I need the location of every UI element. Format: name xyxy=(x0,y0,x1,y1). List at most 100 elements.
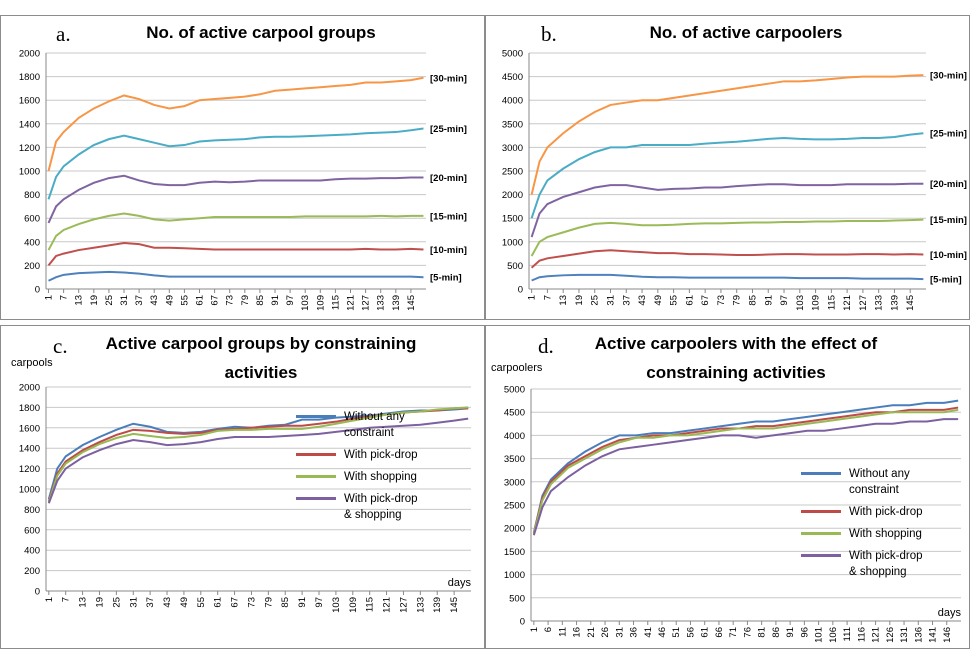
chart-title: Active carpoolers with the effect of con… xyxy=(594,334,878,382)
x-tick-label: 97 xyxy=(314,597,325,608)
x-tick-label: 145 xyxy=(905,295,916,311)
x-tick-label: 61 xyxy=(700,627,711,638)
legend-swatch xyxy=(296,453,336,456)
series-line xyxy=(530,74,924,195)
chart: 0 500 1000 1500 2000 2500 3000 3500 4000 4500 5000… xyxy=(504,385,962,643)
x-tick-label: 36 xyxy=(629,627,640,638)
x-tick-label: 109 xyxy=(348,597,359,613)
legend-label: With pick-drop & shopping xyxy=(344,493,418,521)
y-tick-label: 200 xyxy=(24,566,40,577)
x-tick-label: 25 xyxy=(104,295,115,306)
y-axis-label: carpoolers xyxy=(491,362,543,374)
series-end-label: [15-min] xyxy=(430,211,467,222)
series-line xyxy=(530,182,924,238)
legend-label: With shopping xyxy=(849,528,922,540)
legend-item: With pick-drop & shopping xyxy=(801,548,929,580)
chart-panel: 0 500 1000 1500 2000 2500 3000 3500 4000 4500 5000… xyxy=(485,15,970,320)
x-tick-label: 136 xyxy=(913,627,924,643)
chart-title: Active carpool groups by constraining ac… xyxy=(105,334,417,382)
chart-title: No. of active carpoolers xyxy=(649,23,843,42)
y-tick-label: 0 xyxy=(518,285,523,296)
x-tick-label: 103 xyxy=(331,597,342,613)
x-tick-label: 79 xyxy=(732,295,743,306)
x-tick-label: 101 xyxy=(814,627,825,643)
x-tick-label: 81 xyxy=(757,627,768,638)
x-tick-label: 6 xyxy=(543,627,554,632)
y-tick-label: 1800 xyxy=(19,72,40,83)
x-tick-label: 7 xyxy=(61,597,72,602)
legend-item: With shopping xyxy=(296,469,424,485)
y-tick-label: 200 xyxy=(24,261,40,272)
x-tick-label: 115 xyxy=(365,597,376,612)
series-line xyxy=(530,132,924,219)
x-tick-label: 55 xyxy=(179,295,190,306)
x-tick-label: 127 xyxy=(398,597,409,613)
x-tick-label: 126 xyxy=(885,627,896,643)
x-tick-label: 13 xyxy=(78,597,89,608)
x-tick-label: 49 xyxy=(164,295,175,306)
y-tick-label: 2500 xyxy=(502,167,523,178)
legend: Without any constraint With pick-drop With… xyxy=(801,466,929,586)
x-tick-label: 91 xyxy=(785,627,796,638)
x-tick-label: 31 xyxy=(606,295,617,306)
x-tick-label: 73 xyxy=(716,295,727,306)
chart-panel: 0 200 400 600 800 1000 1200 1400 1600 1800 2000 1 7 1… xyxy=(0,325,485,649)
chart-panel: 0 200 400 600 800 1000 1200 1400 1600 1800 2000 1 7 1… xyxy=(0,15,485,320)
y-tick-label: 2500 xyxy=(504,501,525,512)
series-line xyxy=(530,249,924,269)
x-tick-label: 61 xyxy=(213,597,224,608)
y-tick-label: 400 xyxy=(24,237,40,248)
legend-swatch xyxy=(801,472,841,475)
x-tick-label: 91 xyxy=(270,295,281,306)
x-tick-label: 103 xyxy=(795,295,806,311)
x-tick-label: 146 xyxy=(942,627,953,643)
series-line xyxy=(531,273,924,282)
x-tick-label: 121 xyxy=(842,295,853,311)
x-tick-label: 51 xyxy=(671,627,682,638)
x-tick-label: 121 xyxy=(346,295,357,311)
y-tick-label: 3500 xyxy=(504,454,525,465)
legend-item: With pick-drop xyxy=(296,447,424,463)
x-tick-label: 73 xyxy=(225,295,236,306)
x-tick-label: 139 xyxy=(889,295,900,311)
legend-swatch xyxy=(296,415,336,418)
y-tick-label: 1500 xyxy=(502,214,523,225)
x-tick-label: 1 xyxy=(529,627,540,632)
y-tick-label: 1500 xyxy=(504,547,525,558)
x-tick-label: 133 xyxy=(874,295,885,311)
x-tick-label: 145 xyxy=(449,597,460,613)
x-tick-label: 19 xyxy=(89,295,100,306)
series-end-label: [30-min] xyxy=(430,73,467,84)
x-tick-label: 115 xyxy=(330,295,341,310)
x-tick-label: 1 xyxy=(44,295,55,300)
x-tick-label: 71 xyxy=(728,627,739,638)
y-tick-label: 2000 xyxy=(504,524,525,535)
legend-label: With pick-drop xyxy=(344,449,418,461)
series-line xyxy=(47,417,469,504)
legend-label: Without any constraint xyxy=(344,411,405,439)
series-line xyxy=(47,174,424,224)
x-tick-label: 103 xyxy=(300,295,311,311)
series-end-label: [20-min] xyxy=(930,179,967,190)
y-tick-label: 4000 xyxy=(504,431,525,442)
chart-panel: 0 500 1000 1500 2000 2500 3000 3500 4000 4500 5000… xyxy=(485,325,970,649)
x-tick-label: 97 xyxy=(285,295,296,306)
x-tick-label: 61 xyxy=(195,295,206,306)
series-line xyxy=(47,127,424,200)
x-tick-label: 139 xyxy=(432,597,443,613)
y-tick-label: 800 xyxy=(24,505,40,516)
x-tick-label: 67 xyxy=(210,295,221,306)
x-tick-label: 91 xyxy=(297,597,308,608)
series-end-label: [5-min] xyxy=(930,275,962,286)
x-tick-label: 141 xyxy=(928,627,939,643)
y-tick-label: 800 xyxy=(24,190,40,201)
x-tick-label: 19 xyxy=(94,597,105,608)
series-line xyxy=(532,399,959,534)
y-tick-label: 1400 xyxy=(19,119,40,130)
x-tick-label: 37 xyxy=(145,597,156,608)
y-tick-label: 2000 xyxy=(19,49,40,60)
x-tick-label: 55 xyxy=(669,295,680,306)
x-tick-label: 43 xyxy=(162,597,173,608)
x-tick-label: 106 xyxy=(828,627,839,643)
